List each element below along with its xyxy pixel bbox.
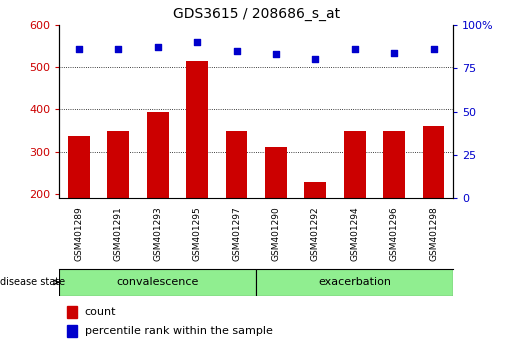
Text: disease state: disease state <box>0 277 65 287</box>
Text: GSM401296: GSM401296 <box>390 206 399 261</box>
Bar <box>108 131 129 279</box>
Text: exacerbation: exacerbation <box>318 277 391 287</box>
Text: GSM401297: GSM401297 <box>232 206 241 261</box>
Point <box>430 46 438 52</box>
Text: GSM401291: GSM401291 <box>114 206 123 261</box>
Bar <box>147 112 168 279</box>
Text: GSM401292: GSM401292 <box>311 206 320 261</box>
Text: GSM401298: GSM401298 <box>429 206 438 261</box>
Point <box>311 57 319 62</box>
Bar <box>383 131 405 279</box>
Title: GDS3615 / 208686_s_at: GDS3615 / 208686_s_at <box>173 7 340 21</box>
Bar <box>226 131 247 279</box>
Point <box>272 51 280 57</box>
Point <box>351 46 359 52</box>
Text: GSM401289: GSM401289 <box>75 206 83 261</box>
Text: GSM401290: GSM401290 <box>271 206 280 261</box>
Point <box>390 50 398 55</box>
Text: percentile rank within the sample: percentile rank within the sample <box>85 326 273 336</box>
FancyBboxPatch shape <box>256 269 453 296</box>
Text: convalescence: convalescence <box>116 277 199 287</box>
Text: GSM401293: GSM401293 <box>153 206 162 261</box>
Text: GSM401294: GSM401294 <box>350 206 359 261</box>
Point <box>153 45 162 50</box>
Point <box>75 46 83 52</box>
Point <box>232 48 241 53</box>
Text: count: count <box>85 307 116 317</box>
Bar <box>68 136 90 279</box>
Point <box>114 46 123 52</box>
Bar <box>423 126 444 279</box>
Text: GSM401295: GSM401295 <box>193 206 201 261</box>
Bar <box>344 131 366 279</box>
Bar <box>265 147 287 279</box>
Bar <box>67 325 77 337</box>
Bar <box>186 61 208 279</box>
Bar <box>304 182 326 279</box>
Point <box>193 39 201 45</box>
Bar <box>67 306 77 318</box>
FancyBboxPatch shape <box>59 269 256 296</box>
